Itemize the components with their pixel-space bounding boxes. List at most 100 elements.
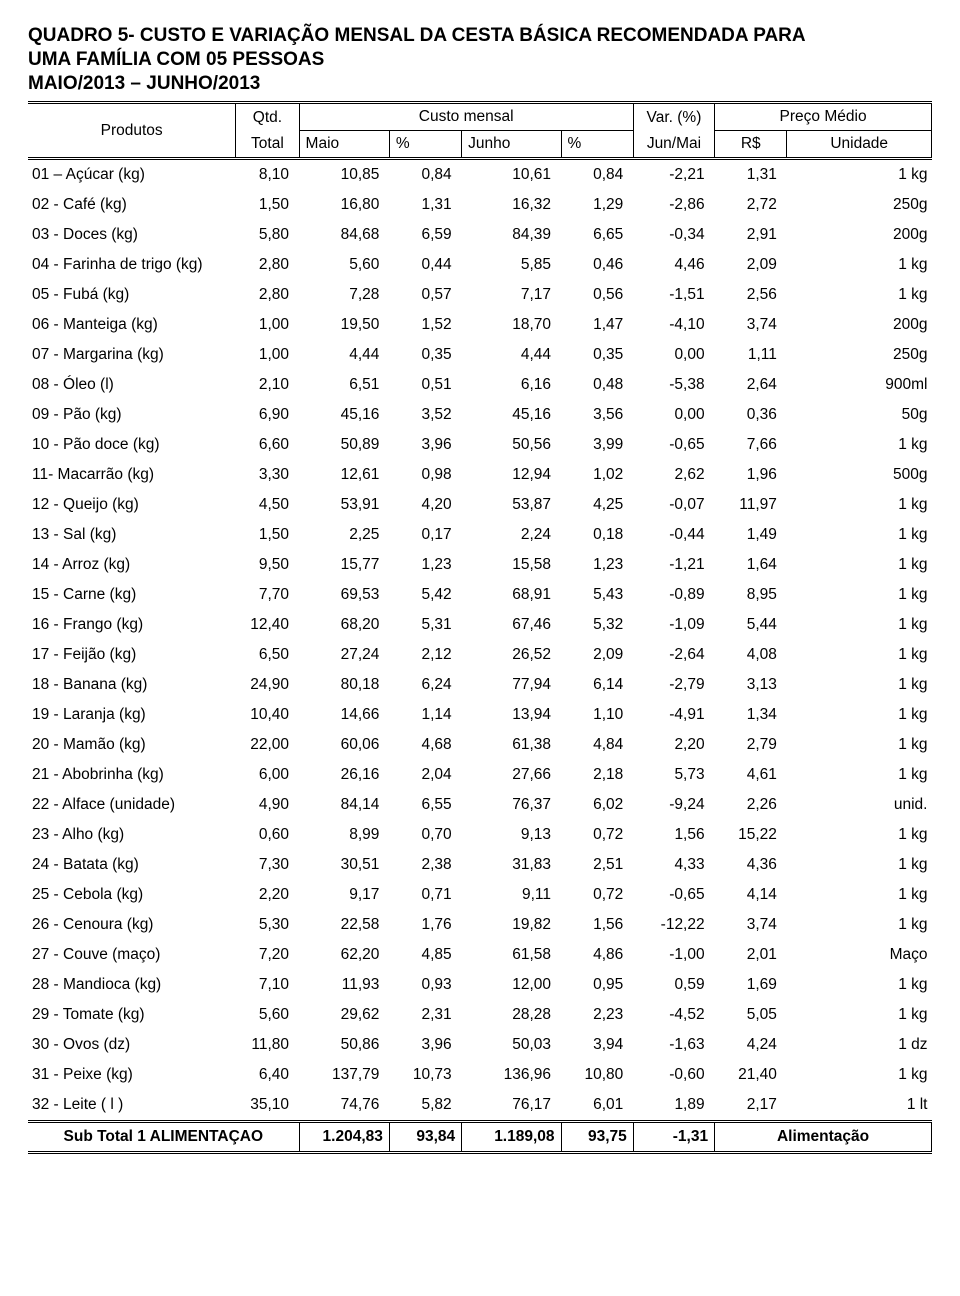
cell-unidade: 1 kg [787, 730, 932, 760]
cell-maio: 5,60 [299, 250, 389, 280]
cell-maio: 50,89 [299, 430, 389, 460]
cell-maio: 80,18 [299, 670, 389, 700]
cell-p2: 6,01 [561, 1090, 633, 1122]
cell-maio: 6,51 [299, 370, 389, 400]
cell-unidade: 1 kg [787, 1000, 932, 1030]
table-row: 17 - Feijão (kg)6,5027,242,1226,522,09-2… [28, 640, 932, 670]
cell-produto: 30 - Ovos (dz) [28, 1030, 236, 1060]
cell-unidade: 1 kg [787, 670, 932, 700]
cell-p1: 6,59 [389, 220, 461, 250]
cell-qtd: 3,30 [236, 460, 299, 490]
cell-qtd: 7,30 [236, 850, 299, 880]
cell-qtd: 2,80 [236, 280, 299, 310]
cell-var: 0,59 [633, 970, 714, 1000]
cell-p1: 3,52 [389, 400, 461, 430]
cell-maio: 7,28 [299, 280, 389, 310]
cell-rs: 4,61 [715, 760, 787, 790]
cell-produto: 07 - Margarina (kg) [28, 340, 236, 370]
cell-rs: 8,95 [715, 580, 787, 610]
cell-produto: 32 - Leite ( l ) [28, 1090, 236, 1122]
header-qtd-1: Qtd. [236, 103, 299, 131]
cell-p1: 1,23 [389, 550, 461, 580]
cell-junho: 67,46 [462, 610, 561, 640]
cell-produto: 22 - Alface (unidade) [28, 790, 236, 820]
cell-qtd: 0,60 [236, 820, 299, 850]
cell-junho: 50,03 [462, 1030, 561, 1060]
cell-p1: 2,12 [389, 640, 461, 670]
cell-produto: 26 - Cenoura (kg) [28, 910, 236, 940]
cell-p2: 3,94 [561, 1030, 633, 1060]
cell-junho: 28,28 [462, 1000, 561, 1030]
cell-rs: 2,09 [715, 250, 787, 280]
header-pct-1: % [389, 131, 461, 159]
cell-maio: 12,61 [299, 460, 389, 490]
cell-maio: 9,17 [299, 880, 389, 910]
cell-p2: 2,09 [561, 640, 633, 670]
cell-produto: 28 - Mandioca (kg) [28, 970, 236, 1000]
cell-produto: 17 - Feijão (kg) [28, 640, 236, 670]
cell-p2: 3,99 [561, 430, 633, 460]
header-pct-2: % [561, 131, 633, 159]
cell-p1: 0,57 [389, 280, 461, 310]
cell-unidade: 250g [787, 190, 932, 220]
cell-rs: 5,44 [715, 610, 787, 640]
cell-qtd: 6,90 [236, 400, 299, 430]
cell-qtd: 6,40 [236, 1060, 299, 1090]
cell-var: -4,52 [633, 1000, 714, 1030]
cell-maio: 74,76 [299, 1090, 389, 1122]
cell-qtd: 22,00 [236, 730, 299, 760]
cell-qtd: 7,70 [236, 580, 299, 610]
cell-rs: 11,97 [715, 490, 787, 520]
cell-unidade: 1 kg [787, 850, 932, 880]
cell-rs: 1,69 [715, 970, 787, 1000]
cell-maio: 29,62 [299, 1000, 389, 1030]
cell-produto: 10 - Pão doce (kg) [28, 430, 236, 460]
cell-unidade: 1 kg [787, 280, 932, 310]
cell-junho: 6,16 [462, 370, 561, 400]
cell-maio: 14,66 [299, 700, 389, 730]
cell-p2: 5,32 [561, 610, 633, 640]
cell-p2: 0,84 [561, 159, 633, 191]
table-row: 02 - Café (kg)1,5016,801,3116,321,29-2,8… [28, 190, 932, 220]
cell-produto: 15 - Carne (kg) [28, 580, 236, 610]
header-custo-mensal: Custo mensal [299, 103, 633, 131]
table-row: 24 - Batata (kg)7,3030,512,3831,832,514,… [28, 850, 932, 880]
cell-junho: 12,94 [462, 460, 561, 490]
cell-p1: 5,42 [389, 580, 461, 610]
cell-var: -1,21 [633, 550, 714, 580]
cell-var: -0,60 [633, 1060, 714, 1090]
cell-maio: 19,50 [299, 310, 389, 340]
table-header: Produtos Qtd. Custo mensal Var. (%) Preç… [28, 103, 932, 159]
cell-var: -0,89 [633, 580, 714, 610]
table-row: 21 - Abobrinha (kg)6,0026,162,0427,662,1… [28, 760, 932, 790]
table-row: 10 - Pão doce (kg)6,6050,893,9650,563,99… [28, 430, 932, 460]
cell-qtd: 5,80 [236, 220, 299, 250]
cell-unidade: 200g [787, 220, 932, 250]
cell-unidade: 1 kg [787, 640, 932, 670]
cell-rs: 15,22 [715, 820, 787, 850]
cell-p2: 0,18 [561, 520, 633, 550]
cell-p2: 0,72 [561, 820, 633, 850]
footer-unit: Alimentação [715, 1122, 932, 1153]
cell-p1: 0,84 [389, 159, 461, 191]
cell-rs: 3,74 [715, 310, 787, 340]
cell-p2: 1,47 [561, 310, 633, 340]
cell-p2: 5,43 [561, 580, 633, 610]
cell-produto: 08 - Óleo (l) [28, 370, 236, 400]
cell-junho: 19,82 [462, 910, 561, 940]
cell-qtd: 10,40 [236, 700, 299, 730]
cell-qtd: 5,60 [236, 1000, 299, 1030]
cell-rs: 1,96 [715, 460, 787, 490]
cell-maio: 53,91 [299, 490, 389, 520]
cell-unidade: 250g [787, 340, 932, 370]
cell-junho: 26,52 [462, 640, 561, 670]
header-rs: R$ [715, 131, 787, 159]
cell-var: -4,91 [633, 700, 714, 730]
header-var-2: Jun/Mai [633, 131, 714, 159]
cell-junho: 9,13 [462, 820, 561, 850]
cell-junho: 31,83 [462, 850, 561, 880]
cell-rs: 2,17 [715, 1090, 787, 1122]
cell-unidade: 500g [787, 460, 932, 490]
table-row: 25 - Cebola (kg)2,209,170,719,110,72-0,6… [28, 880, 932, 910]
cell-var: 2,20 [633, 730, 714, 760]
